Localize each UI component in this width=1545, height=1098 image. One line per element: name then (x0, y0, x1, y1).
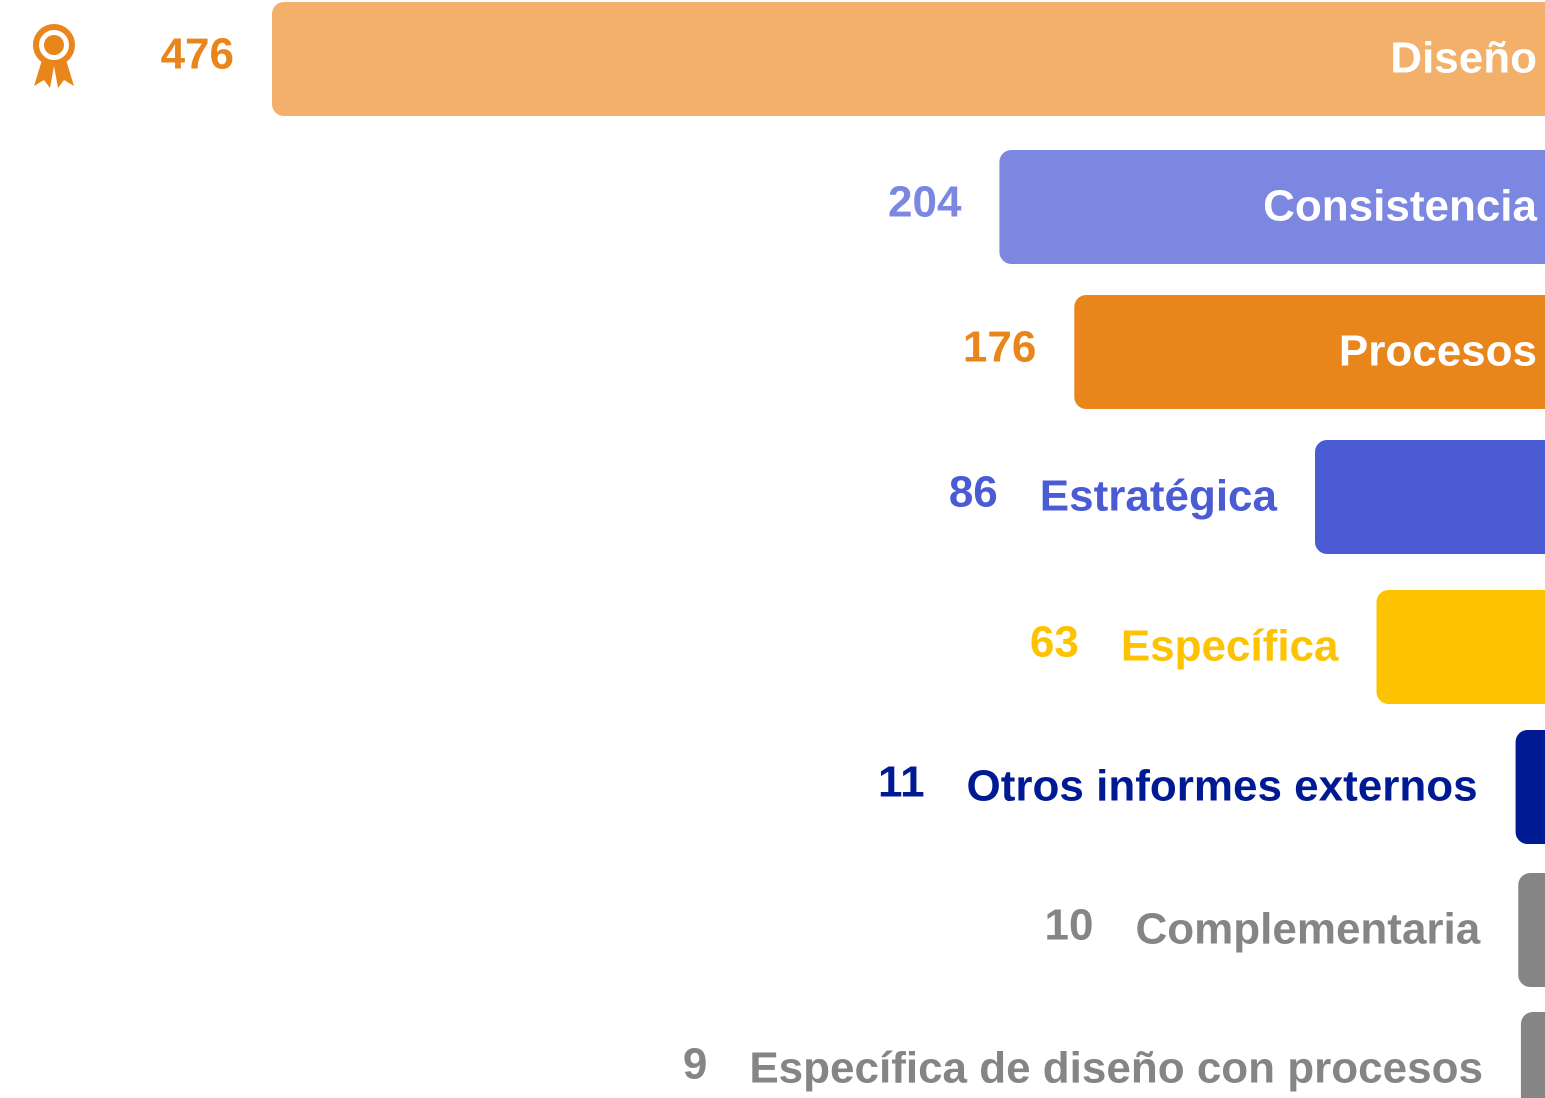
category-label: Específica de diseño con procesos (749, 1044, 1483, 1093)
bar (1518, 873, 1545, 987)
bar (999, 150, 1545, 264)
value-label: 11 (878, 758, 925, 807)
value-label: 10 (1045, 901, 1094, 950)
value-label: 176 (963, 323, 1036, 372)
value-label: 476 (161, 30, 234, 79)
value-label: 204 (888, 178, 962, 227)
bar (1520, 1012, 1545, 1098)
value-label: 9 (683, 1040, 707, 1089)
bar (272, 2, 1545, 116)
value-label: 63 (1030, 618, 1079, 667)
bar (1315, 440, 1545, 554)
category-label: Específica (1121, 622, 1339, 671)
category-label: Consistencia (1263, 182, 1537, 231)
bar (1376, 590, 1545, 704)
bar (1074, 295, 1545, 409)
category-label: Complementaria (1135, 905, 1480, 954)
category-label: Procesos (1339, 327, 1537, 376)
value-label: 86 (949, 468, 998, 517)
category-label: Diseño (1390, 34, 1537, 83)
category-label: Estratégica (1040, 472, 1278, 521)
award-icon (33, 24, 75, 88)
category-label: Otros informes externos (967, 762, 1478, 811)
bar (1515, 730, 1545, 844)
